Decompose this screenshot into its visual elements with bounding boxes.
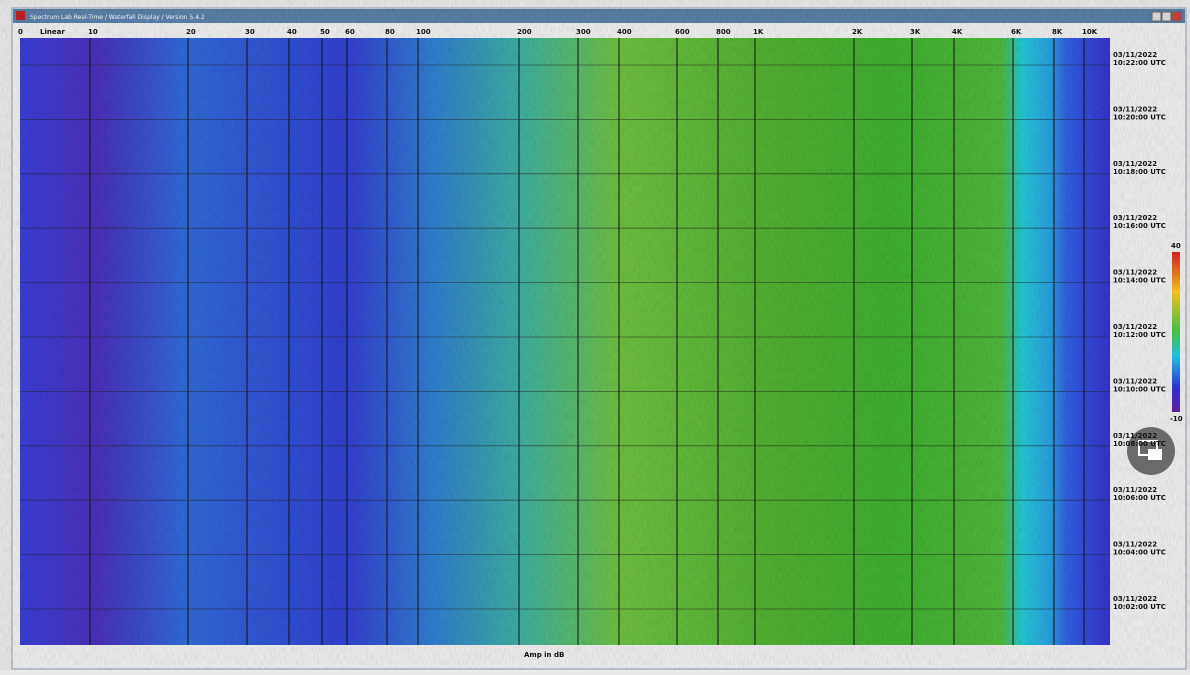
time-label-date: 03/11/2022: [1113, 377, 1157, 385]
time-label-time: 10:12:00 UTC: [1113, 331, 1166, 339]
frequency-label: 40: [287, 28, 297, 36]
maximize-button[interactable]: [1162, 12, 1171, 21]
frequency-label: 60: [345, 28, 355, 36]
color-scale-top: 40: [1171, 242, 1181, 250]
frequency-label: 3K: [910, 28, 921, 36]
time-label-date: 03/11/2022: [1113, 214, 1157, 222]
time-label-date: 03/11/2022: [1113, 160, 1157, 168]
frequency-label: 6K: [1011, 28, 1022, 36]
frequency-label: 20: [186, 28, 196, 36]
time-label-time: 10:06:00 UTC: [1113, 494, 1166, 502]
time-label-time: 10:22:00 UTC: [1113, 59, 1166, 67]
frequency-label: 10K: [1082, 28, 1098, 36]
time-label-date: 03/11/2022: [1113, 541, 1157, 549]
minimize-button[interactable]: [1152, 12, 1161, 21]
time-label-date: 03/11/2022: [1113, 432, 1157, 440]
color-scale-bar: [1172, 252, 1180, 412]
frequency-label: 4K: [952, 28, 963, 36]
window-title: Spectrum Lab Real-Time / Waterfall Displ…: [30, 14, 205, 21]
frequency-label: 300: [576, 28, 591, 36]
frequency-label: 2K: [852, 28, 863, 36]
time-label-time: 10:14:00 UTC: [1113, 277, 1166, 285]
frequency-label: 800: [716, 28, 731, 36]
floating-icon-inner: [1148, 449, 1162, 460]
close-button[interactable]: [1172, 12, 1181, 21]
frequency-label: 1K: [753, 28, 764, 36]
time-label-time: 10:10:00 UTC: [1113, 385, 1166, 393]
time-label-time: 10:20:00 UTC: [1113, 113, 1166, 121]
frequency-label: 30: [245, 28, 255, 36]
time-label-time: 10:02:00 UTC: [1113, 603, 1166, 611]
frequency-label: 0: [18, 28, 23, 36]
time-label-date: 03/11/2022: [1113, 269, 1157, 277]
footer-label: Amp in dB: [524, 651, 564, 659]
frequency-label: 50: [320, 28, 330, 36]
time-label-time: 10:08:00 UTC: [1113, 440, 1166, 448]
time-label-date: 03/11/2022: [1113, 51, 1157, 59]
frequency-label: 400: [617, 28, 632, 36]
time-label-date: 03/11/2022: [1113, 323, 1157, 331]
color-scale-bottom: -10: [1170, 415, 1183, 423]
time-label-date: 03/11/2022: [1113, 105, 1157, 113]
frequency-label: 10: [88, 28, 98, 36]
screen: Spectrum Lab Real-Time / Waterfall Displ…: [0, 0, 1190, 670]
time-label-date: 03/11/2022: [1113, 486, 1157, 494]
frequency-label: 600: [675, 28, 690, 36]
frequency-label: 8K: [1052, 28, 1063, 36]
frequency-label: 100: [416, 28, 431, 36]
time-label-time: 10:16:00 UTC: [1113, 222, 1166, 230]
time-label-time: 10:18:00 UTC: [1113, 168, 1166, 176]
frequency-label: Linear: [40, 28, 65, 36]
app-icon: [16, 11, 25, 20]
frequency-label: 200: [517, 28, 532, 36]
time-label-date: 03/11/2022: [1113, 595, 1157, 603]
waterfall-texture: [20, 38, 1110, 645]
frequency-label: 80: [385, 28, 395, 36]
time-label-time: 10:04:00 UTC: [1113, 549, 1166, 557]
